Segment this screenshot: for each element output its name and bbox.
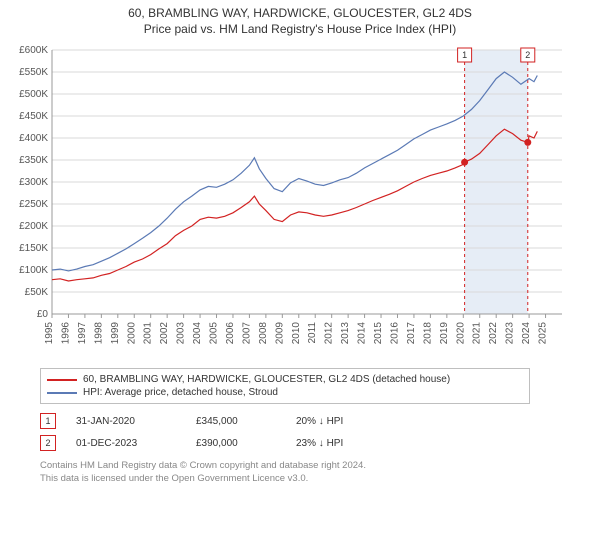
svg-text:2015: 2015 (373, 322, 384, 345)
legend-label: HPI: Average price, detached house, Stro… (83, 387, 278, 398)
legend-swatch (47, 379, 77, 381)
svg-text:2001: 2001 (143, 322, 154, 345)
svg-text:£350K: £350K (19, 155, 48, 166)
sale-badge: 1 (40, 413, 56, 429)
sale-date: 31-JAN-2020 (76, 416, 176, 427)
attribution-line: This data is licensed under the Open Gov… (40, 473, 560, 486)
svg-text:£200K: £200K (19, 221, 48, 232)
svg-text:2023: 2023 (505, 322, 516, 345)
legend-item: HPI: Average price, detached house, Stro… (47, 386, 523, 399)
svg-text:2000: 2000 (126, 322, 137, 345)
attribution: Contains HM Land Registry data © Crown c… (40, 460, 560, 486)
svg-text:2016: 2016 (389, 322, 400, 345)
legend-swatch (47, 392, 77, 394)
svg-text:2022: 2022 (488, 322, 499, 345)
svg-text:2005: 2005 (209, 322, 220, 345)
svg-text:2020: 2020 (455, 322, 466, 345)
svg-text:£150K: £150K (19, 243, 48, 254)
svg-text:£450K: £450K (19, 111, 48, 122)
svg-text:1996: 1996 (60, 322, 71, 345)
legend: 60, BRAMBLING WAY, HARDWICKE, GLOUCESTER… (40, 368, 530, 404)
svg-text:1: 1 (462, 50, 467, 60)
svg-text:£550K: £550K (19, 67, 48, 78)
svg-text:2024: 2024 (521, 322, 532, 345)
svg-text:2002: 2002 (159, 322, 170, 345)
svg-text:£0: £0 (37, 309, 49, 320)
chart-container: £0 £50K £100K £150K £200K £250K £300K £350K £400… (10, 42, 590, 362)
svg-text:2017: 2017 (406, 322, 417, 345)
svg-text:2011: 2011 (307, 322, 318, 344)
svg-text:1995: 1995 (44, 322, 55, 345)
svg-text:£500K: £500K (19, 89, 48, 100)
sale-price: £390,000 (196, 438, 276, 449)
svg-text:2019: 2019 (439, 322, 450, 345)
title-main: 60, BRAMBLING WAY, HARDWICKE, GLOUCESTER… (0, 6, 600, 20)
svg-text:2004: 2004 (192, 322, 203, 345)
svg-text:2021: 2021 (472, 322, 483, 345)
chart-titles: 60, BRAMBLING WAY, HARDWICKE, GLOUCESTER… (0, 0, 600, 36)
svg-text:£50K: £50K (25, 287, 49, 298)
sale-price: £345,000 (196, 416, 276, 427)
sale-row: 1 31-JAN-2020 £345,000 20% ↓ HPI (40, 410, 530, 432)
svg-text:1997: 1997 (77, 322, 88, 345)
sales-table: 1 31-JAN-2020 £345,000 20% ↓ HPI 2 01-DEC-202… (40, 410, 530, 454)
sale-row: 2 01-DEC-2023 £390,000 23% ↓ HPI (40, 432, 530, 454)
svg-text:1998: 1998 (93, 322, 104, 345)
svg-text:2009: 2009 (274, 322, 285, 345)
svg-text:2010: 2010 (291, 322, 302, 345)
svg-text:2006: 2006 (225, 322, 236, 345)
legend-item: 60, BRAMBLING WAY, HARDWICKE, GLOUCESTER… (47, 373, 523, 386)
legend-label: 60, BRAMBLING WAY, HARDWICKE, GLOUCESTER… (83, 374, 450, 385)
attribution-line: Contains HM Land Registry data © Crown c… (40, 460, 560, 473)
svg-text:2013: 2013 (340, 322, 351, 345)
svg-text:£100K: £100K (19, 265, 48, 276)
sale-badge: 2 (40, 435, 56, 451)
title-sub: Price paid vs. HM Land Registry's House … (0, 22, 600, 36)
svg-text:2008: 2008 (258, 322, 269, 345)
sale-diff: 20% ↓ HPI (296, 416, 386, 427)
svg-text:2025: 2025 (538, 322, 549, 345)
svg-text:£400K: £400K (19, 133, 48, 144)
sale-date: 01-DEC-2023 (76, 438, 176, 449)
svg-text:2: 2 (525, 50, 530, 60)
svg-text:£600K: £600K (19, 45, 48, 56)
svg-text:2007: 2007 (241, 322, 252, 345)
line-chart: £0 £50K £100K £150K £200K £250K £300K £350K £400… (10, 42, 570, 362)
sale-diff: 23% ↓ HPI (296, 438, 386, 449)
svg-text:2014: 2014 (357, 322, 368, 345)
svg-text:2003: 2003 (176, 322, 187, 345)
svg-text:£250K: £250K (19, 199, 48, 210)
svg-text:2018: 2018 (422, 322, 433, 345)
svg-text:1999: 1999 (110, 322, 121, 345)
svg-text:2012: 2012 (324, 322, 335, 345)
svg-text:£300K: £300K (19, 177, 48, 188)
